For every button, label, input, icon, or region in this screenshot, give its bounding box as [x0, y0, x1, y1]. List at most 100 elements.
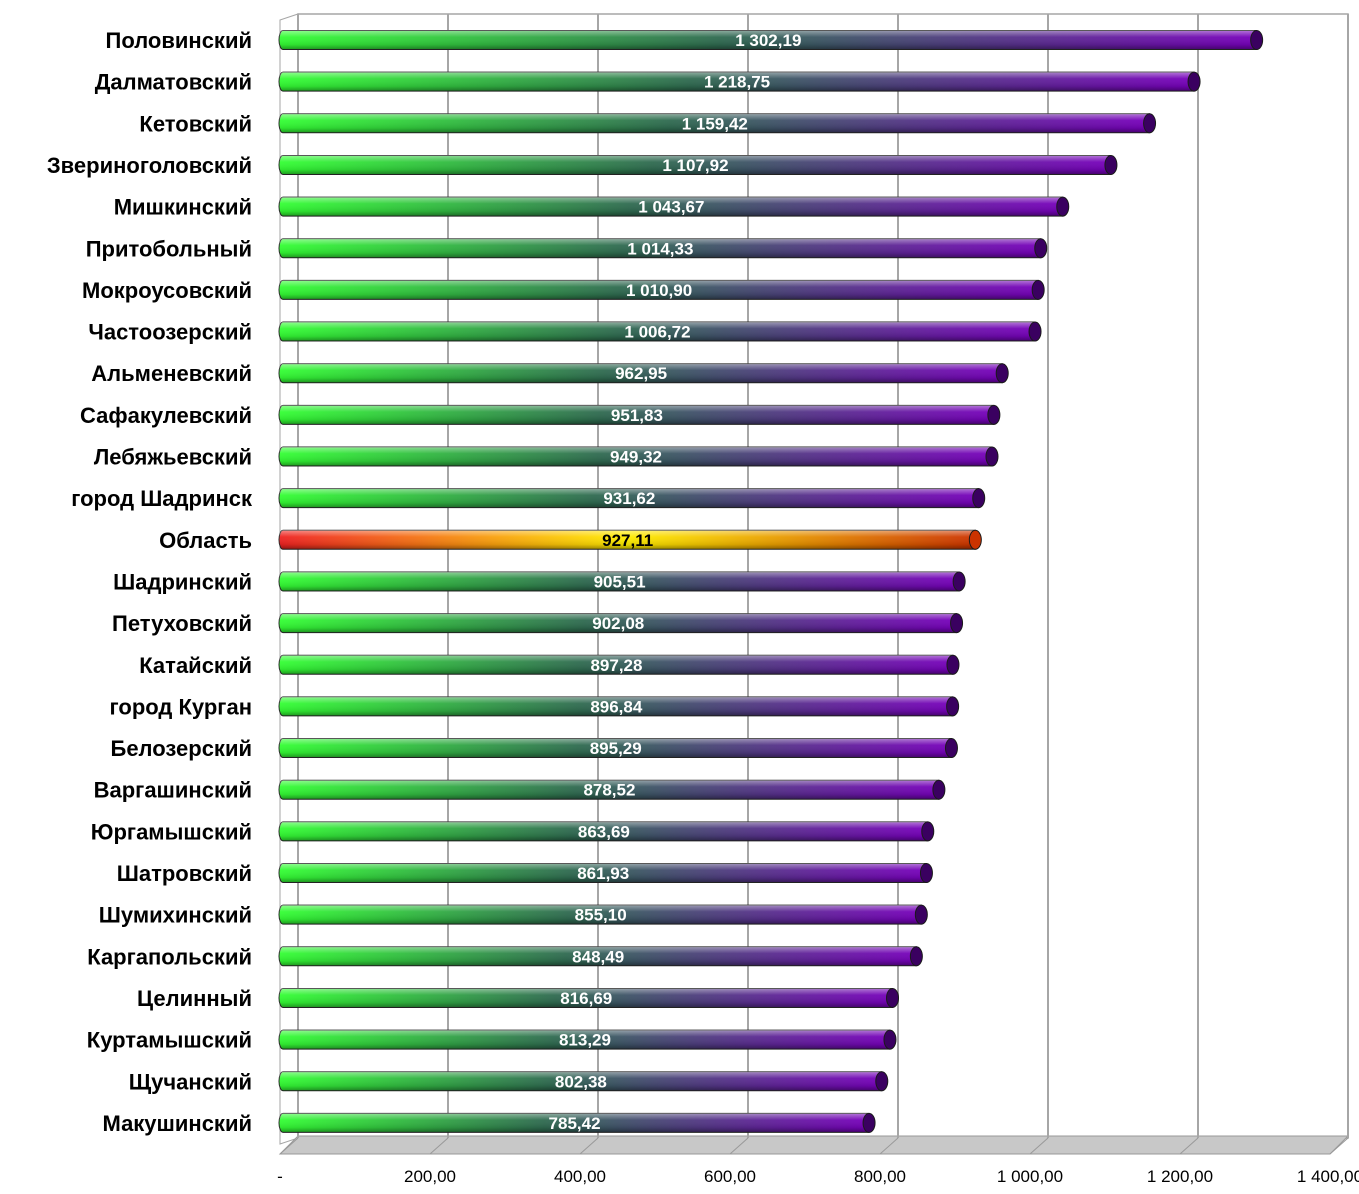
bar-end-cap — [946, 696, 960, 717]
bar — [278, 1071, 889, 1092]
category-label: Юргамышский — [91, 819, 252, 844]
bar-end-cap — [886, 987, 900, 1008]
bar-shading — [279, 738, 952, 758]
bar-shading — [279, 405, 994, 425]
bar-end-cap — [995, 363, 1009, 384]
category-label: Белозерский — [111, 736, 253, 761]
bar-shading — [279, 613, 957, 633]
bar-end-cap — [952, 571, 966, 592]
data-label: 1 006,72 — [624, 323, 690, 342]
bar-shading — [279, 571, 960, 591]
data-label: 927,11 — [602, 531, 653, 550]
x-tick-label: 600,00 — [704, 1167, 756, 1186]
data-label: 949,32 — [610, 448, 662, 467]
bar — [278, 987, 900, 1008]
bar-shading — [279, 113, 1150, 133]
bar — [278, 488, 986, 509]
bar-end-cap — [932, 779, 946, 800]
data-label: 1 302,19 — [735, 31, 801, 50]
data-label: 897,28 — [590, 656, 642, 675]
bar-shading — [279, 530, 976, 550]
bar-shading — [279, 863, 927, 883]
category-label: Щучанский — [129, 1069, 252, 1094]
bar-end-cap — [875, 1071, 889, 1092]
bar-shading — [279, 905, 922, 925]
category-label: Частоозерский — [88, 320, 252, 345]
data-label: 863,69 — [578, 822, 630, 841]
bar-end-cap — [862, 1112, 876, 1133]
category-label: Мишкинский — [114, 195, 252, 220]
data-label: 905,51 — [594, 572, 646, 591]
floor-gridline — [429, 1137, 449, 1155]
labels: - 200,00 400,00 600,00 800,00 1 000,00 1 200,0… — [47, 28, 1359, 1186]
category-label: Петуховский — [112, 611, 252, 636]
x-tick-label: 200,00 — [404, 1167, 456, 1186]
bar — [278, 446, 999, 467]
bar-shading — [279, 1071, 882, 1091]
category-label: город Курган — [110, 694, 252, 719]
bar-end-cap — [921, 821, 935, 842]
bar — [278, 1112, 876, 1133]
data-label: 895,29 — [590, 739, 642, 758]
bar — [278, 113, 1157, 134]
bar — [278, 654, 960, 675]
data-label: 896,84 — [590, 697, 643, 716]
bar-shading — [279, 1030, 890, 1050]
data-label: 1 043,67 — [638, 198, 704, 217]
bar-shading — [279, 655, 953, 675]
category-label: город Шадринск — [71, 486, 253, 511]
bar-end-cap — [1056, 196, 1070, 217]
bar-shading — [279, 322, 1036, 342]
category-label: Варгашинский — [94, 778, 252, 803]
category-label: Целинный — [137, 986, 252, 1011]
x-tick-label: 800,00 — [854, 1167, 906, 1186]
bar-end-cap — [914, 904, 928, 925]
floor-gridline — [1179, 1137, 1199, 1155]
bar-end-cap — [1028, 321, 1042, 342]
data-label: 816,69 — [560, 989, 612, 1008]
bar — [278, 613, 964, 634]
bar — [278, 196, 1070, 217]
category-label: Шатровский — [117, 861, 252, 886]
category-label: Мокроусовский — [82, 278, 252, 303]
category-label: Альменевский — [91, 361, 252, 386]
bar-end-cap — [1104, 154, 1118, 175]
bar-shading — [279, 946, 917, 966]
bar-end-cap — [987, 404, 1001, 425]
category-label: Область — [159, 528, 252, 553]
category-label: Шадринский — [113, 569, 252, 594]
data-label: 1 159,42 — [682, 114, 748, 133]
category-label: Каргапольский — [87, 944, 252, 969]
category-label: Кетовский — [139, 111, 252, 136]
bar-shading — [279, 363, 1003, 383]
category-label: Далматовский — [95, 70, 252, 95]
x-tick-label: 400,00 — [554, 1167, 606, 1186]
data-label: 855,10 — [575, 906, 627, 925]
x-tick-label: 1 400,00 — [1297, 1167, 1359, 1186]
data-label: 962,95 — [615, 364, 667, 383]
bar-shading — [279, 447, 992, 466]
bar-end-cap — [944, 738, 958, 759]
bar — [278, 154, 1118, 175]
category-label: Куртамышский — [87, 1028, 252, 1053]
bar-shading — [279, 780, 939, 800]
bar-shading — [279, 238, 1041, 258]
data-label: 861,93 — [577, 864, 629, 883]
data-label: 1 218,75 — [704, 73, 770, 92]
bar — [278, 363, 1009, 384]
bar — [278, 238, 1048, 259]
category-label: Макушинский — [102, 1111, 252, 1136]
bar-end-cap — [968, 529, 982, 550]
x-tick-label: 1 000,00 — [997, 1167, 1063, 1186]
data-label: 951,83 — [611, 406, 663, 425]
bar-end-cap — [1250, 30, 1264, 50]
data-label: 1 107,92 — [662, 156, 728, 175]
bar-end-cap — [1031, 279, 1045, 300]
bars — [278, 30, 1264, 1133]
bar-end-cap — [972, 488, 986, 509]
category-label: Сафакулевский — [80, 403, 252, 428]
category-label: Лебяжьевский — [94, 445, 252, 470]
bar-end-cap — [1143, 113, 1157, 134]
bar-shading — [279, 72, 1195, 92]
